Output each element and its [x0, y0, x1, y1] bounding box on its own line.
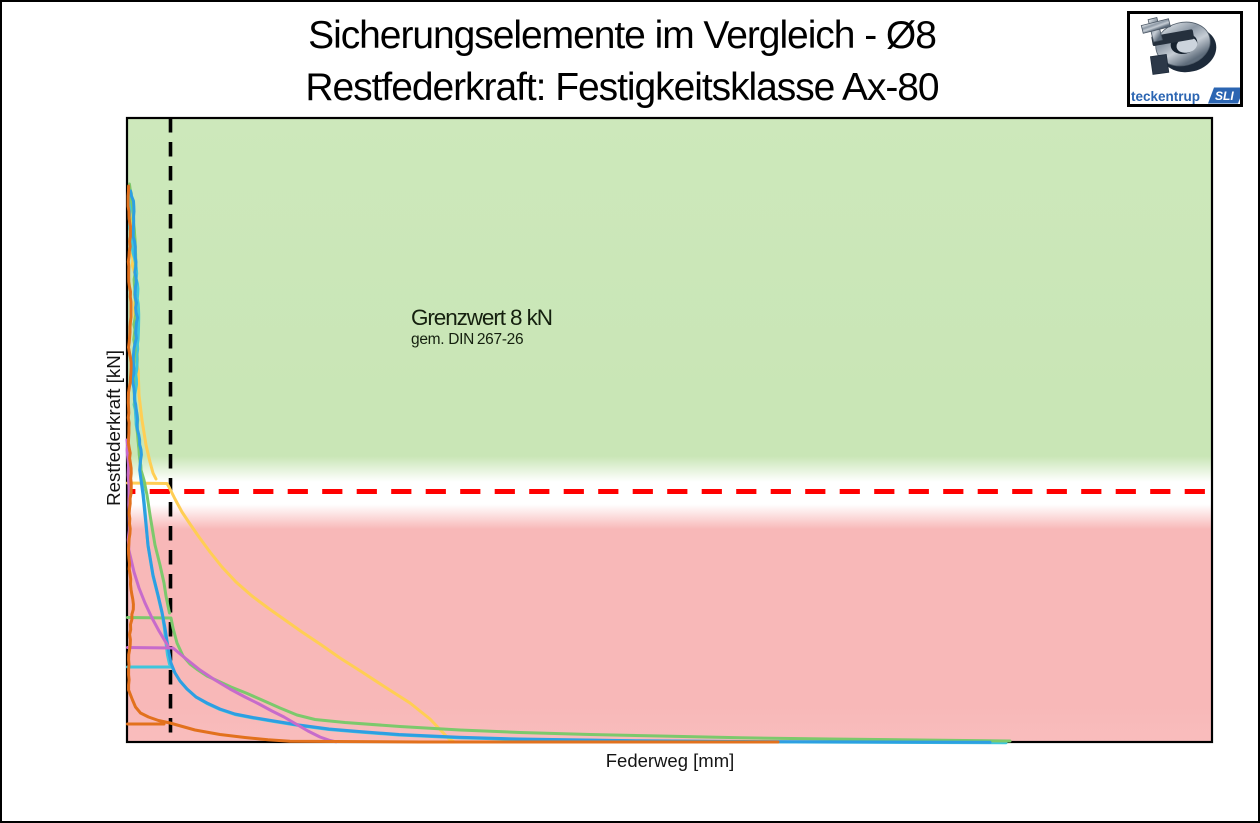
svg-text:teckentrup: teckentrup	[1131, 89, 1200, 104]
svg-text:SLI: SLI	[1215, 89, 1234, 103]
